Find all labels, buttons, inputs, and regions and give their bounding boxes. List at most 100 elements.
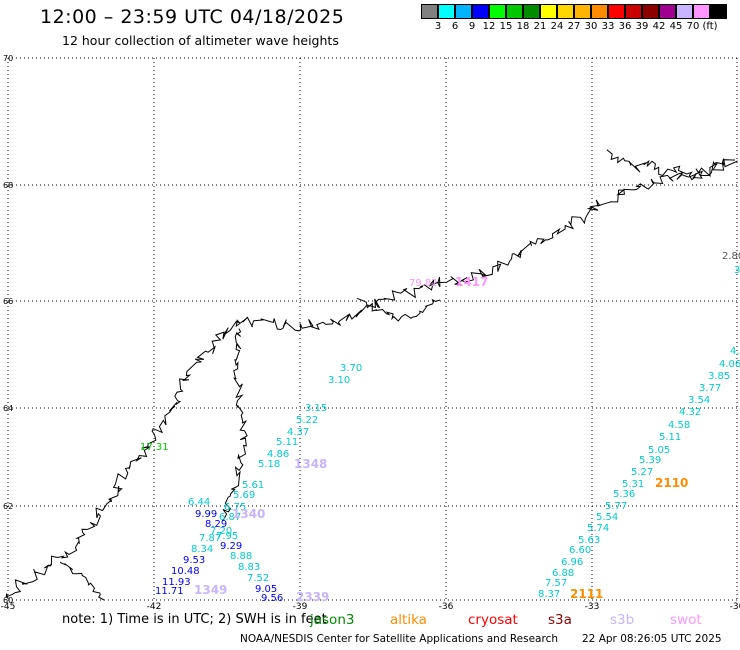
wave-height-label: 79.82	[409, 278, 438, 289]
wave-height-label: 8.37	[538, 589, 560, 600]
mission-label-cryosat: cryosat	[468, 612, 518, 628]
wave-height-label: 2111	[570, 587, 603, 601]
wave-height-label: 9.99	[195, 509, 217, 520]
wave-height-label: 4.32	[679, 407, 701, 418]
map-grid	[7, 57, 738, 601]
wave-height-label: 3.10	[328, 375, 350, 386]
wave-height-label: 1349	[194, 583, 227, 597]
wave-height-label: 5.63	[578, 535, 600, 546]
legend-label: 33	[601, 21, 615, 32]
wave-observations: 2.80 3 79.82 1417 4. 4.063.853.773.544.32 4.58…	[140, 251, 740, 604]
map-subtitle: 12 hour collection of altimeter wave hei…	[62, 33, 339, 48]
legend-swatch	[489, 4, 506, 19]
wave-height-label: 7.57	[545, 578, 567, 589]
legend-swatch	[455, 4, 472, 19]
wave-height-label: 3.54	[688, 395, 710, 406]
wave-height-label: 9.29	[220, 541, 242, 552]
wave-height-label: 10.48	[171, 566, 200, 577]
mission-label-s3b: s3b	[610, 612, 635, 628]
wave-height-label: 5.05	[648, 445, 670, 456]
legend-swatch	[540, 4, 557, 19]
wave-height-label: 6.87	[219, 512, 241, 523]
legend-label: 9	[468, 21, 476, 32]
wave-height-label: 9.53	[183, 555, 205, 566]
wave-height-label: 3.85	[708, 371, 730, 382]
wave-height-label: 3.70	[340, 363, 362, 374]
latitude-label: 66	[3, 297, 13, 306]
wave-height-label: 2.80	[722, 251, 740, 262]
wave-height-label: 5.36	[613, 489, 635, 500]
latitude-label: 64	[3, 404, 13, 413]
legend-label: 70	[686, 21, 700, 32]
coastline-south	[59, 561, 105, 601]
wave-height-label: 1417	[455, 275, 488, 289]
wave-height-label: 9.05	[255, 584, 277, 595]
axis-labels: 70 68 66 64 62 60-45 -42 -39 -36 -33 -30	[1, 54, 740, 612]
legend-label: 15	[499, 21, 513, 32]
wave-height-label: 5.18	[258, 459, 280, 470]
latitude-label: 68	[3, 181, 13, 190]
mission-label-swot: swot	[670, 612, 702, 628]
longitude-label: -45	[1, 602, 16, 612]
legend-swatch	[625, 4, 642, 19]
wave-height-label: 5.39	[639, 455, 661, 466]
wave-height-label: 5.31	[622, 479, 644, 490]
wave-height-label: 5.69	[233, 490, 255, 501]
legend-swatch	[693, 4, 710, 19]
legend-swatch	[710, 4, 727, 19]
legend-label: 39	[635, 21, 649, 32]
wave-height-label: 7.52	[247, 573, 269, 584]
legend-swatch	[438, 4, 455, 19]
latitude-label: 62	[3, 502, 13, 511]
coastline-north	[606, 149, 735, 181]
legend-swatch	[421, 4, 438, 19]
legend-label: 6	[451, 21, 459, 32]
greenland-coastline	[5, 149, 738, 601]
legend-label: 36	[618, 21, 632, 32]
wave-height-label: 7.87	[199, 533, 221, 544]
legend-swatch	[557, 4, 574, 19]
coastline-fjords	[221, 328, 248, 521]
generated-timestamp: 22 Apr 08:26:05 UTC 2025	[582, 633, 722, 645]
longitude-label: -36	[439, 602, 454, 612]
legend-swatch	[642, 4, 659, 19]
wave-height-label: 7.20	[210, 526, 232, 537]
wave-height-label: 4.37	[287, 427, 309, 438]
wave-height-label: 6.96	[561, 557, 583, 568]
legend-swatch	[472, 4, 489, 19]
map-title: 12:00 – 23:59 UTC 04/18/2025	[40, 6, 345, 28]
wave-height-label: 8.83	[238, 562, 260, 573]
footer-note: note: 1) Time is in UTC; 2) SWH is in fe…	[62, 612, 327, 627]
wave-height-label: 9.56	[261, 593, 283, 604]
mission-label-altika: altika	[390, 612, 427, 628]
wave-height-label: 3.15	[305, 403, 327, 414]
wave-height-label: 3	[734, 265, 740, 276]
wave-height-label: 11.71	[155, 586, 184, 597]
latitude-label: 60	[3, 596, 13, 605]
longitude-label: -33	[585, 602, 600, 612]
wave-height-label: 1340	[232, 507, 265, 521]
mission-label-jason3: jason3	[310, 612, 355, 628]
coastline-islands	[356, 297, 441, 322]
legend-swatch	[591, 4, 608, 19]
wave-height-label: 6.44	[188, 497, 210, 508]
wave-height-label: 5.54	[596, 512, 618, 523]
longitude-label: -42	[147, 602, 162, 612]
wave-height-label: 1348	[294, 457, 327, 471]
wave-height-label: 2110	[655, 476, 688, 490]
wave-height-label: 5.74	[587, 523, 609, 534]
wave-height-label: 6.88	[552, 568, 574, 579]
wave-height-label: 11.93	[162, 577, 191, 588]
legend-swatch	[676, 4, 693, 19]
legend-label: (ft)	[702, 21, 718, 32]
legend-swatch	[659, 4, 676, 19]
legend-label: 27	[567, 21, 581, 32]
wave-height-label: 8.34	[191, 544, 213, 555]
wave-height-label: 5.77	[605, 501, 627, 512]
legend-swatch	[523, 4, 540, 19]
wave-height-label: 4.	[730, 346, 740, 357]
wave-height-label: 6.60	[569, 545, 591, 556]
legend-label: 45	[669, 21, 683, 32]
wave-height-label: 4.06	[719, 359, 740, 370]
